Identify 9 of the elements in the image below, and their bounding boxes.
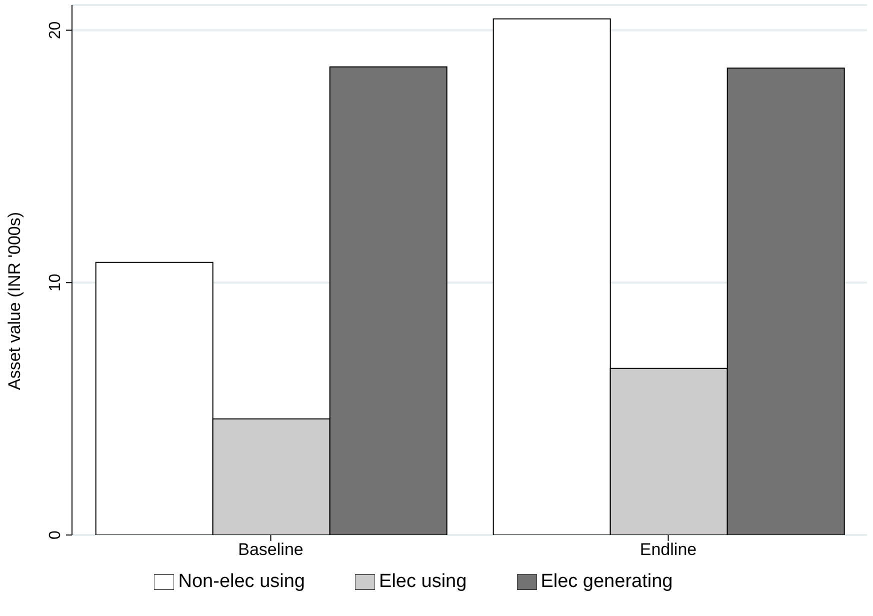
legend-label: Elec generating (540, 571, 673, 592)
y-tick-label: 10 (47, 274, 64, 292)
x-tick-label: Endline (640, 540, 697, 560)
legend-label: Non-elec using (178, 571, 306, 592)
legend-label: Elec using (379, 571, 467, 592)
x-tick-label: Baseline (238, 540, 304, 560)
y-axis-title: Asset value (INR '000s) (5, 212, 24, 390)
y-tick-label: 20 (47, 21, 64, 40)
y-tick-label: 0 (47, 530, 64, 540)
